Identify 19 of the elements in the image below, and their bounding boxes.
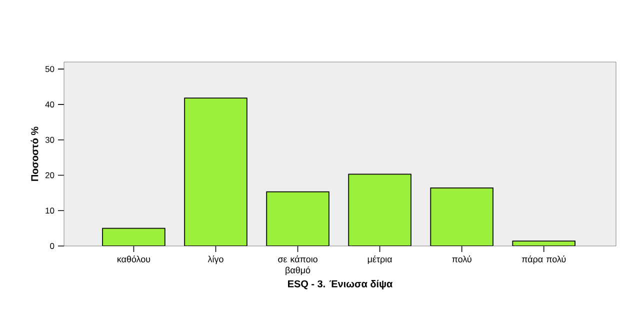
- bar: [102, 228, 165, 246]
- bar: [266, 192, 329, 246]
- x-tick-label: πολύ: [452, 256, 472, 262]
- y-tick-label: 40: [45, 101, 54, 108]
- y-tick-label: 30: [45, 136, 54, 143]
- y-tick-label: 10: [46, 208, 54, 214]
- x-tick-label: καθόλου: [118, 256, 150, 262]
- x-tick-label: λίγο: [208, 256, 224, 264]
- x-tick-label: μέτρια: [368, 256, 392, 264]
- x-tick-label: πάρα πολύ: [522, 256, 566, 264]
- x-axis-title: ESQ - 3. Ένιωσα δίψα: [288, 280, 393, 290]
- bar: [184, 98, 247, 246]
- bar: [348, 174, 411, 246]
- bar: [430, 188, 493, 246]
- y-tick-label: 0: [50, 243, 54, 249]
- x-tick-label: σε κάποιο βαθμό: [278, 256, 318, 276]
- y-tick-label: 20: [45, 172, 54, 178]
- y-tick-label: 50: [45, 66, 54, 72]
- y-axis-title: Ποσοστό %: [30, 126, 38, 181]
